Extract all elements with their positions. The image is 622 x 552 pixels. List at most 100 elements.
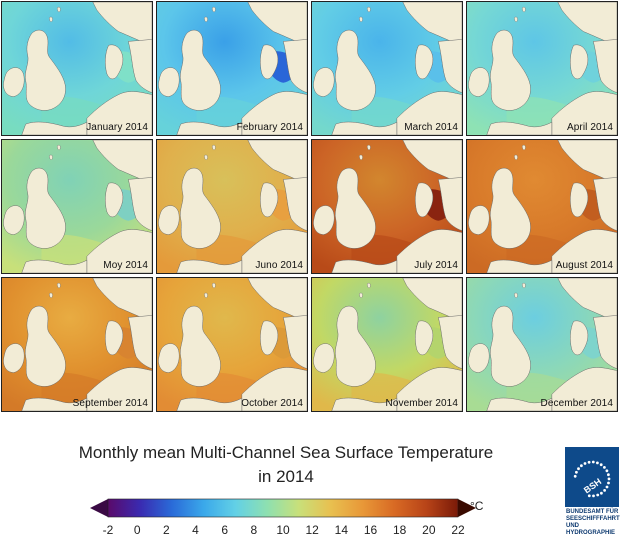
sst-map [2, 2, 152, 135]
sweden-coast [438, 315, 462, 369]
great-britain [490, 167, 531, 249]
sst-panel: March 2014 [311, 1, 463, 136]
sst-panel: December 2014 [466, 277, 618, 412]
ireland [158, 343, 180, 373]
bsh-name-line-4: HYDROGRAPHIE [566, 530, 616, 536]
jutland-denmark [260, 320, 279, 356]
panel-month-label: January 2014 [86, 122, 148, 133]
jutland-denmark [260, 44, 279, 80]
continental-coast [396, 367, 462, 411]
colorbar-min-arrow [90, 499, 108, 517]
ireland [3, 343, 25, 373]
continental-coast [241, 91, 307, 135]
colorbar-tick-label: 0 [133, 523, 141, 537]
sst-map [312, 2, 462, 135]
orkney-shetland [359, 144, 371, 160]
sst-panel: Juno 2014 [156, 139, 308, 274]
bsh-emblem-text: BSH [582, 476, 603, 495]
orkney-shetland [204, 144, 216, 160]
orkney-shetland [514, 6, 526, 22]
france-coast [331, 121, 398, 135]
sweden-coast [283, 177, 307, 231]
great-britain [335, 305, 376, 387]
colorbar-tick-label: 18 [392, 523, 407, 537]
france-coast [21, 121, 88, 135]
orkney-shetland [49, 6, 61, 22]
colorbar-tick-label: 14 [334, 523, 349, 537]
panel-month-label: November 2014 [385, 398, 458, 409]
france-coast [486, 397, 553, 411]
orkney-shetland [204, 282, 216, 298]
continental-coast [396, 91, 462, 135]
sst-panel: February 2014 [156, 1, 308, 136]
sweden-coast [438, 177, 462, 231]
sst-map [2, 278, 152, 411]
figure-title: Monthly mean Multi-Channel Sea Surface T… [0, 441, 572, 489]
title-line-1: Monthly mean Multi-Channel Sea Surface T… [78, 443, 494, 462]
panel-month-label: March 2014 [404, 122, 458, 133]
panel-month-label: September 2014 [72, 398, 148, 409]
panel-month-label: Moy 2014 [103, 260, 148, 271]
sst-map [467, 2, 617, 135]
jutland-denmark [570, 182, 589, 218]
jutland-denmark [415, 44, 434, 80]
france-coast [486, 121, 553, 135]
colorbar-tick-label: 12 [305, 523, 319, 537]
continental-coast [241, 229, 307, 273]
colorbar-tick-label: 8 [250, 523, 258, 537]
continental-coast [86, 367, 152, 411]
france-coast [176, 259, 243, 273]
panel-month-label: August 2014 [555, 260, 613, 271]
colorbar-tick-label: 22 [451, 523, 465, 537]
great-britain [180, 305, 221, 387]
sst-map [2, 140, 152, 273]
ireland [468, 205, 490, 235]
sst-panel: August 2014 [466, 139, 618, 274]
sst-panel: April 2014 [466, 1, 618, 136]
ireland [313, 343, 335, 373]
sst-map [157, 2, 307, 135]
france-coast [331, 259, 398, 273]
colorbar-gradient [107, 498, 459, 518]
colorbar-tick-label: 20 [422, 523, 436, 537]
orkney-shetland [49, 144, 61, 160]
great-britain [25, 305, 66, 387]
france-coast [176, 397, 243, 411]
bsh-logo: BSH BUNDESAMT FÜR SEESCHIFFFAHRT UND HYD… [563, 447, 621, 551]
continental-coast [241, 367, 307, 411]
bsh-emblem: BSH [565, 447, 619, 507]
orkney-shetland [49, 282, 61, 298]
sweden-coast [283, 315, 307, 369]
orkney-shetland [359, 282, 371, 298]
sst-panel: September 2014 [1, 277, 153, 412]
continental-coast [551, 91, 617, 135]
great-britain [490, 305, 531, 387]
panel-month-label: December 2014 [540, 398, 613, 409]
ireland [3, 67, 25, 97]
sst-panel: Moy 2014 [1, 139, 153, 274]
panel-month-label: February 2014 [236, 122, 303, 133]
sweden-coast [593, 177, 617, 231]
ireland [158, 205, 180, 235]
continental-coast [86, 91, 152, 135]
great-britain [25, 29, 66, 111]
sst-map [157, 140, 307, 273]
great-britain [490, 29, 531, 111]
title-line-2: in 2014 [258, 467, 314, 486]
panel-month-label: April 2014 [566, 122, 613, 133]
jutland-denmark [570, 44, 589, 80]
ireland [313, 67, 335, 97]
colorbar [88, 497, 478, 519]
france-coast [21, 397, 88, 411]
colorbar-max-arrow [458, 499, 476, 517]
bsh-name-line-3: UND [566, 523, 579, 529]
continental-coast [86, 229, 152, 273]
jutland-denmark [415, 182, 434, 218]
orkney-shetland [359, 6, 371, 22]
bsh-name-line-2: SEESCHIFFFAHRT [566, 516, 620, 522]
france-coast [486, 259, 553, 273]
colorbar-tick-label: 6 [221, 523, 228, 537]
orkney-shetland [204, 6, 216, 22]
great-britain [25, 167, 66, 249]
jutland-denmark [105, 320, 124, 356]
